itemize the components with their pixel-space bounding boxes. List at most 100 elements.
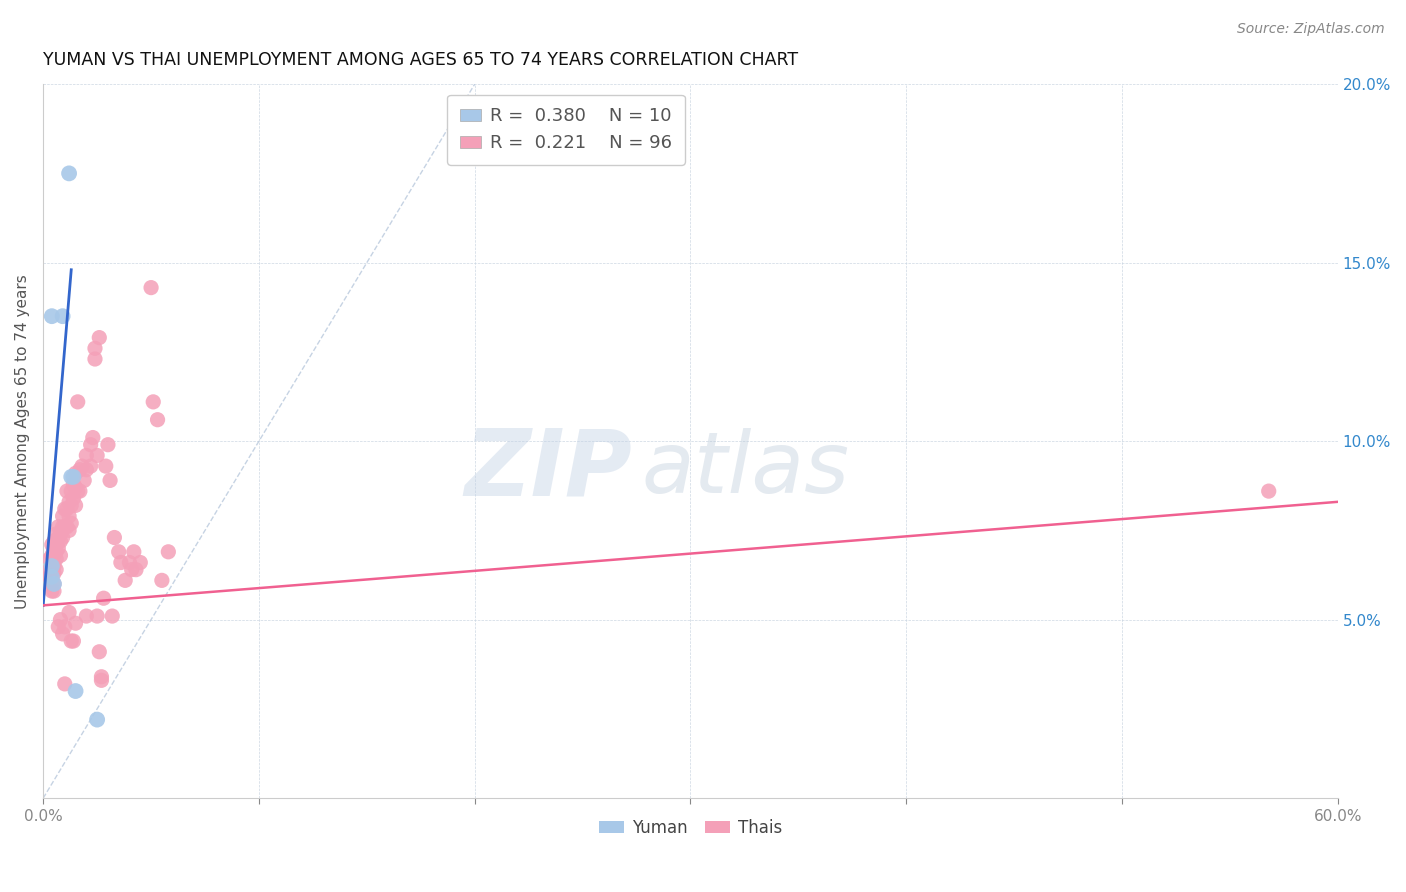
Point [42, 584, 65, 599]
Point [52, 520, 75, 534]
Point [129, 556, 152, 570]
Point [118, 556, 141, 570]
Point [79, 438, 101, 452]
Point [42, 577, 65, 591]
Point [46, 620, 69, 634]
Point [41, 570, 63, 584]
Text: Source: ZipAtlas.com: Source: ZipAtlas.com [1237, 22, 1385, 37]
Point [101, 609, 124, 624]
Point [121, 563, 143, 577]
Point [69, 484, 91, 499]
Point [86, 713, 108, 727]
Point [62, 470, 84, 484]
Point [41, 559, 63, 574]
Point [38, 552, 60, 566]
Point [46, 520, 69, 534]
Point [60, 470, 83, 484]
Point [41, 309, 63, 323]
Point [42, 534, 65, 549]
Point [53, 620, 76, 634]
Point [62, 634, 84, 648]
Point [38, 570, 60, 584]
Point [98, 474, 121, 488]
Y-axis label: Unemployment Among Ages 65 to 74 years: Unemployment Among Ages 65 to 74 years [15, 274, 30, 608]
Point [58, 509, 80, 524]
Point [73, 474, 96, 488]
Legend: Yuman, Thais: Yuman, Thais [592, 812, 789, 843]
Point [90, 673, 112, 688]
Point [49, 534, 72, 549]
Point [52, 509, 75, 524]
Point [62, 477, 84, 491]
Point [52, 531, 75, 545]
Point [65, 481, 87, 495]
Point [60, 634, 83, 648]
Point [66, 395, 89, 409]
Point [41, 559, 63, 574]
Point [45, 563, 67, 577]
Text: ZIP: ZIP [464, 425, 633, 515]
Point [45, 545, 67, 559]
Point [52, 627, 75, 641]
Point [42, 577, 65, 591]
Point [110, 556, 132, 570]
Point [60, 516, 83, 531]
Point [1257, 484, 1279, 499]
Point [97, 438, 120, 452]
Point [41, 538, 63, 552]
Point [142, 395, 165, 409]
Point [139, 280, 162, 294]
Point [42, 541, 65, 556]
Point [42, 559, 65, 574]
Point [69, 463, 91, 477]
Point [65, 467, 87, 481]
Point [49, 527, 72, 541]
Point [75, 609, 97, 624]
Point [107, 545, 129, 559]
Point [84, 351, 107, 366]
Point [66, 484, 89, 499]
Point [49, 613, 72, 627]
Point [41, 566, 63, 581]
Point [45, 538, 67, 552]
Point [58, 524, 80, 538]
Point [56, 484, 79, 499]
Point [41, 549, 63, 563]
Point [52, 309, 75, 323]
Point [90, 670, 112, 684]
Point [75, 463, 97, 477]
Point [89, 645, 111, 659]
Point [79, 459, 101, 474]
Point [75, 449, 97, 463]
Point [53, 502, 76, 516]
Point [157, 545, 180, 559]
Point [65, 499, 87, 513]
Point [103, 531, 125, 545]
Point [58, 166, 80, 180]
Point [41, 577, 63, 591]
Point [86, 609, 108, 624]
Text: atlas: atlas [641, 428, 849, 511]
Point [53, 677, 76, 691]
Point [86, 449, 108, 463]
Text: YUMAN VS THAI UNEMPLOYMENT AMONG AGES 65 TO 74 YEARS CORRELATION CHART: YUMAN VS THAI UNEMPLOYMENT AMONG AGES 65… [44, 51, 799, 69]
Point [65, 684, 87, 698]
Point [58, 606, 80, 620]
Point [56, 520, 79, 534]
Point [42, 566, 65, 581]
Point [65, 616, 87, 631]
Point [42, 549, 65, 563]
Point [46, 541, 69, 556]
Point [53, 520, 76, 534]
Point [56, 502, 79, 516]
Point [60, 499, 83, 513]
Point [62, 491, 84, 506]
Point [84, 341, 107, 355]
Point [146, 413, 169, 427]
Point [94, 459, 117, 474]
Point [58, 495, 80, 509]
Point [46, 531, 69, 545]
Point [122, 545, 145, 559]
Point [70, 459, 93, 474]
Point [82, 431, 104, 445]
